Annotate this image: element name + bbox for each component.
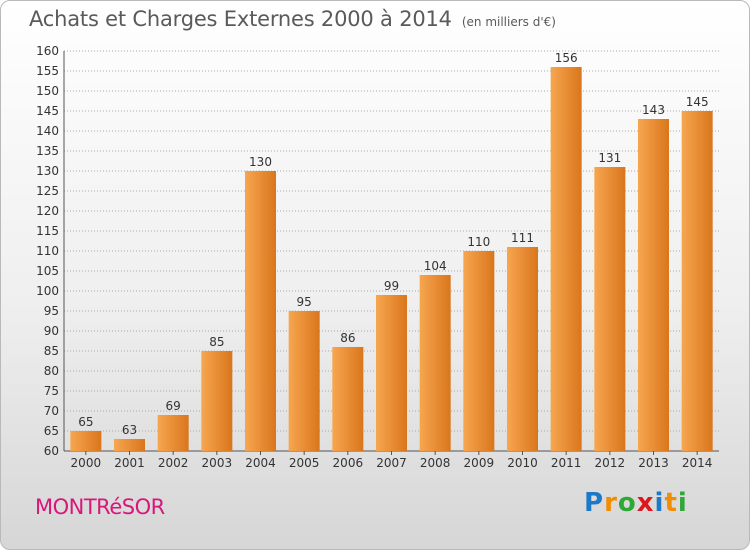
chart-title-block: Achats et Charges Externes 2000 à 2014 (e… bbox=[29, 7, 556, 31]
y-tick-label: 65 bbox=[44, 424, 59, 438]
bar-2006 bbox=[332, 347, 364, 451]
data-label-2010: 111 bbox=[511, 231, 534, 245]
x-tick-label: 2007 bbox=[376, 456, 407, 470]
bar-2005 bbox=[288, 311, 320, 451]
bar-2002 bbox=[157, 415, 189, 451]
data-label-2007: 99 bbox=[384, 279, 399, 293]
y-tick-label: 105 bbox=[36, 264, 59, 278]
y-tick-label: 90 bbox=[44, 324, 59, 338]
x-tick-label: 2001 bbox=[114, 456, 145, 470]
proxiti-logo: Proxiti bbox=[584, 488, 688, 518]
data-label-2013: 143 bbox=[642, 103, 665, 117]
logo-letter: o bbox=[617, 488, 637, 518]
bar-2014 bbox=[681, 111, 713, 451]
y-tick-label: 150 bbox=[36, 84, 59, 98]
bar-2011 bbox=[550, 67, 582, 451]
data-label-2001: 63 bbox=[122, 423, 137, 437]
x-tick-label: 2005 bbox=[289, 456, 320, 470]
bar-2013 bbox=[638, 119, 669, 451]
y-tick-label: 120 bbox=[36, 204, 59, 218]
y-tick-label: 95 bbox=[44, 304, 59, 318]
x-tick-label: 2000 bbox=[71, 456, 102, 470]
data-label-2014: 145 bbox=[686, 95, 709, 109]
y-tick-label: 160 bbox=[36, 44, 59, 58]
bar-2008 bbox=[419, 275, 451, 451]
y-tick-label: 100 bbox=[36, 284, 59, 298]
y-tick-label: 135 bbox=[36, 144, 59, 158]
data-label-2005: 95 bbox=[297, 295, 312, 309]
bar-2007 bbox=[376, 295, 407, 451]
x-tick-label: 2011 bbox=[551, 456, 582, 470]
logo-letter: P bbox=[584, 488, 605, 518]
data-label-2009: 110 bbox=[467, 235, 490, 249]
bar-2003 bbox=[201, 351, 233, 451]
chart-title: Achats et Charges Externes 2000 à 2014 bbox=[29, 7, 452, 31]
y-tick-label: 70 bbox=[44, 404, 59, 418]
y-tick-label: 75 bbox=[44, 384, 59, 398]
x-tick-label: 2002 bbox=[158, 456, 189, 470]
y-tick-label: 115 bbox=[36, 224, 59, 238]
bar-2009 bbox=[463, 251, 495, 451]
x-tick-label: 2010 bbox=[507, 456, 538, 470]
bar-2001 bbox=[114, 439, 145, 451]
data-label-2006: 86 bbox=[340, 331, 355, 345]
logo-letter: r bbox=[604, 488, 618, 518]
y-tick-label: 155 bbox=[36, 64, 59, 78]
bar-2000 bbox=[70, 431, 102, 451]
data-label-2002: 69 bbox=[166, 399, 181, 413]
bar-2012 bbox=[594, 167, 626, 451]
data-label-2003: 85 bbox=[209, 335, 224, 349]
y-tick-label: 80 bbox=[44, 364, 59, 378]
bar-2010 bbox=[507, 247, 538, 451]
commune-name: MONTRéSOR bbox=[35, 495, 165, 519]
logo-letter: x bbox=[636, 488, 655, 518]
logo-letter: i bbox=[677, 488, 688, 518]
x-tick-label: 2008 bbox=[420, 456, 451, 470]
x-tick-label: 2004 bbox=[245, 456, 276, 470]
y-tick-label: 85 bbox=[44, 344, 59, 358]
x-tick-label: 2009 bbox=[464, 456, 495, 470]
data-label-2000: 65 bbox=[78, 415, 93, 429]
data-label-2008: 104 bbox=[424, 259, 447, 273]
logo-letter: t bbox=[664, 488, 678, 518]
x-tick-label: 2014 bbox=[682, 456, 713, 470]
x-tick-label: 2006 bbox=[333, 456, 364, 470]
x-tick-label: 2013 bbox=[638, 456, 669, 470]
data-label-2004: 130 bbox=[249, 155, 272, 169]
y-tick-label: 60 bbox=[44, 444, 59, 458]
x-tick-label: 2003 bbox=[202, 456, 233, 470]
y-tick-label: 125 bbox=[36, 184, 59, 198]
x-tick-label: 2012 bbox=[595, 456, 626, 470]
logo-letter: i bbox=[654, 488, 665, 518]
y-tick-label: 130 bbox=[36, 164, 59, 178]
bar-2004 bbox=[245, 171, 276, 451]
y-tick-label: 145 bbox=[36, 104, 59, 118]
data-label-2011: 156 bbox=[555, 51, 578, 65]
y-tick-label: 140 bbox=[36, 124, 59, 138]
chart-unit: (en milliers d'€) bbox=[461, 15, 556, 29]
y-tick-label: 110 bbox=[36, 244, 59, 258]
data-label-2012: 131 bbox=[598, 151, 621, 165]
